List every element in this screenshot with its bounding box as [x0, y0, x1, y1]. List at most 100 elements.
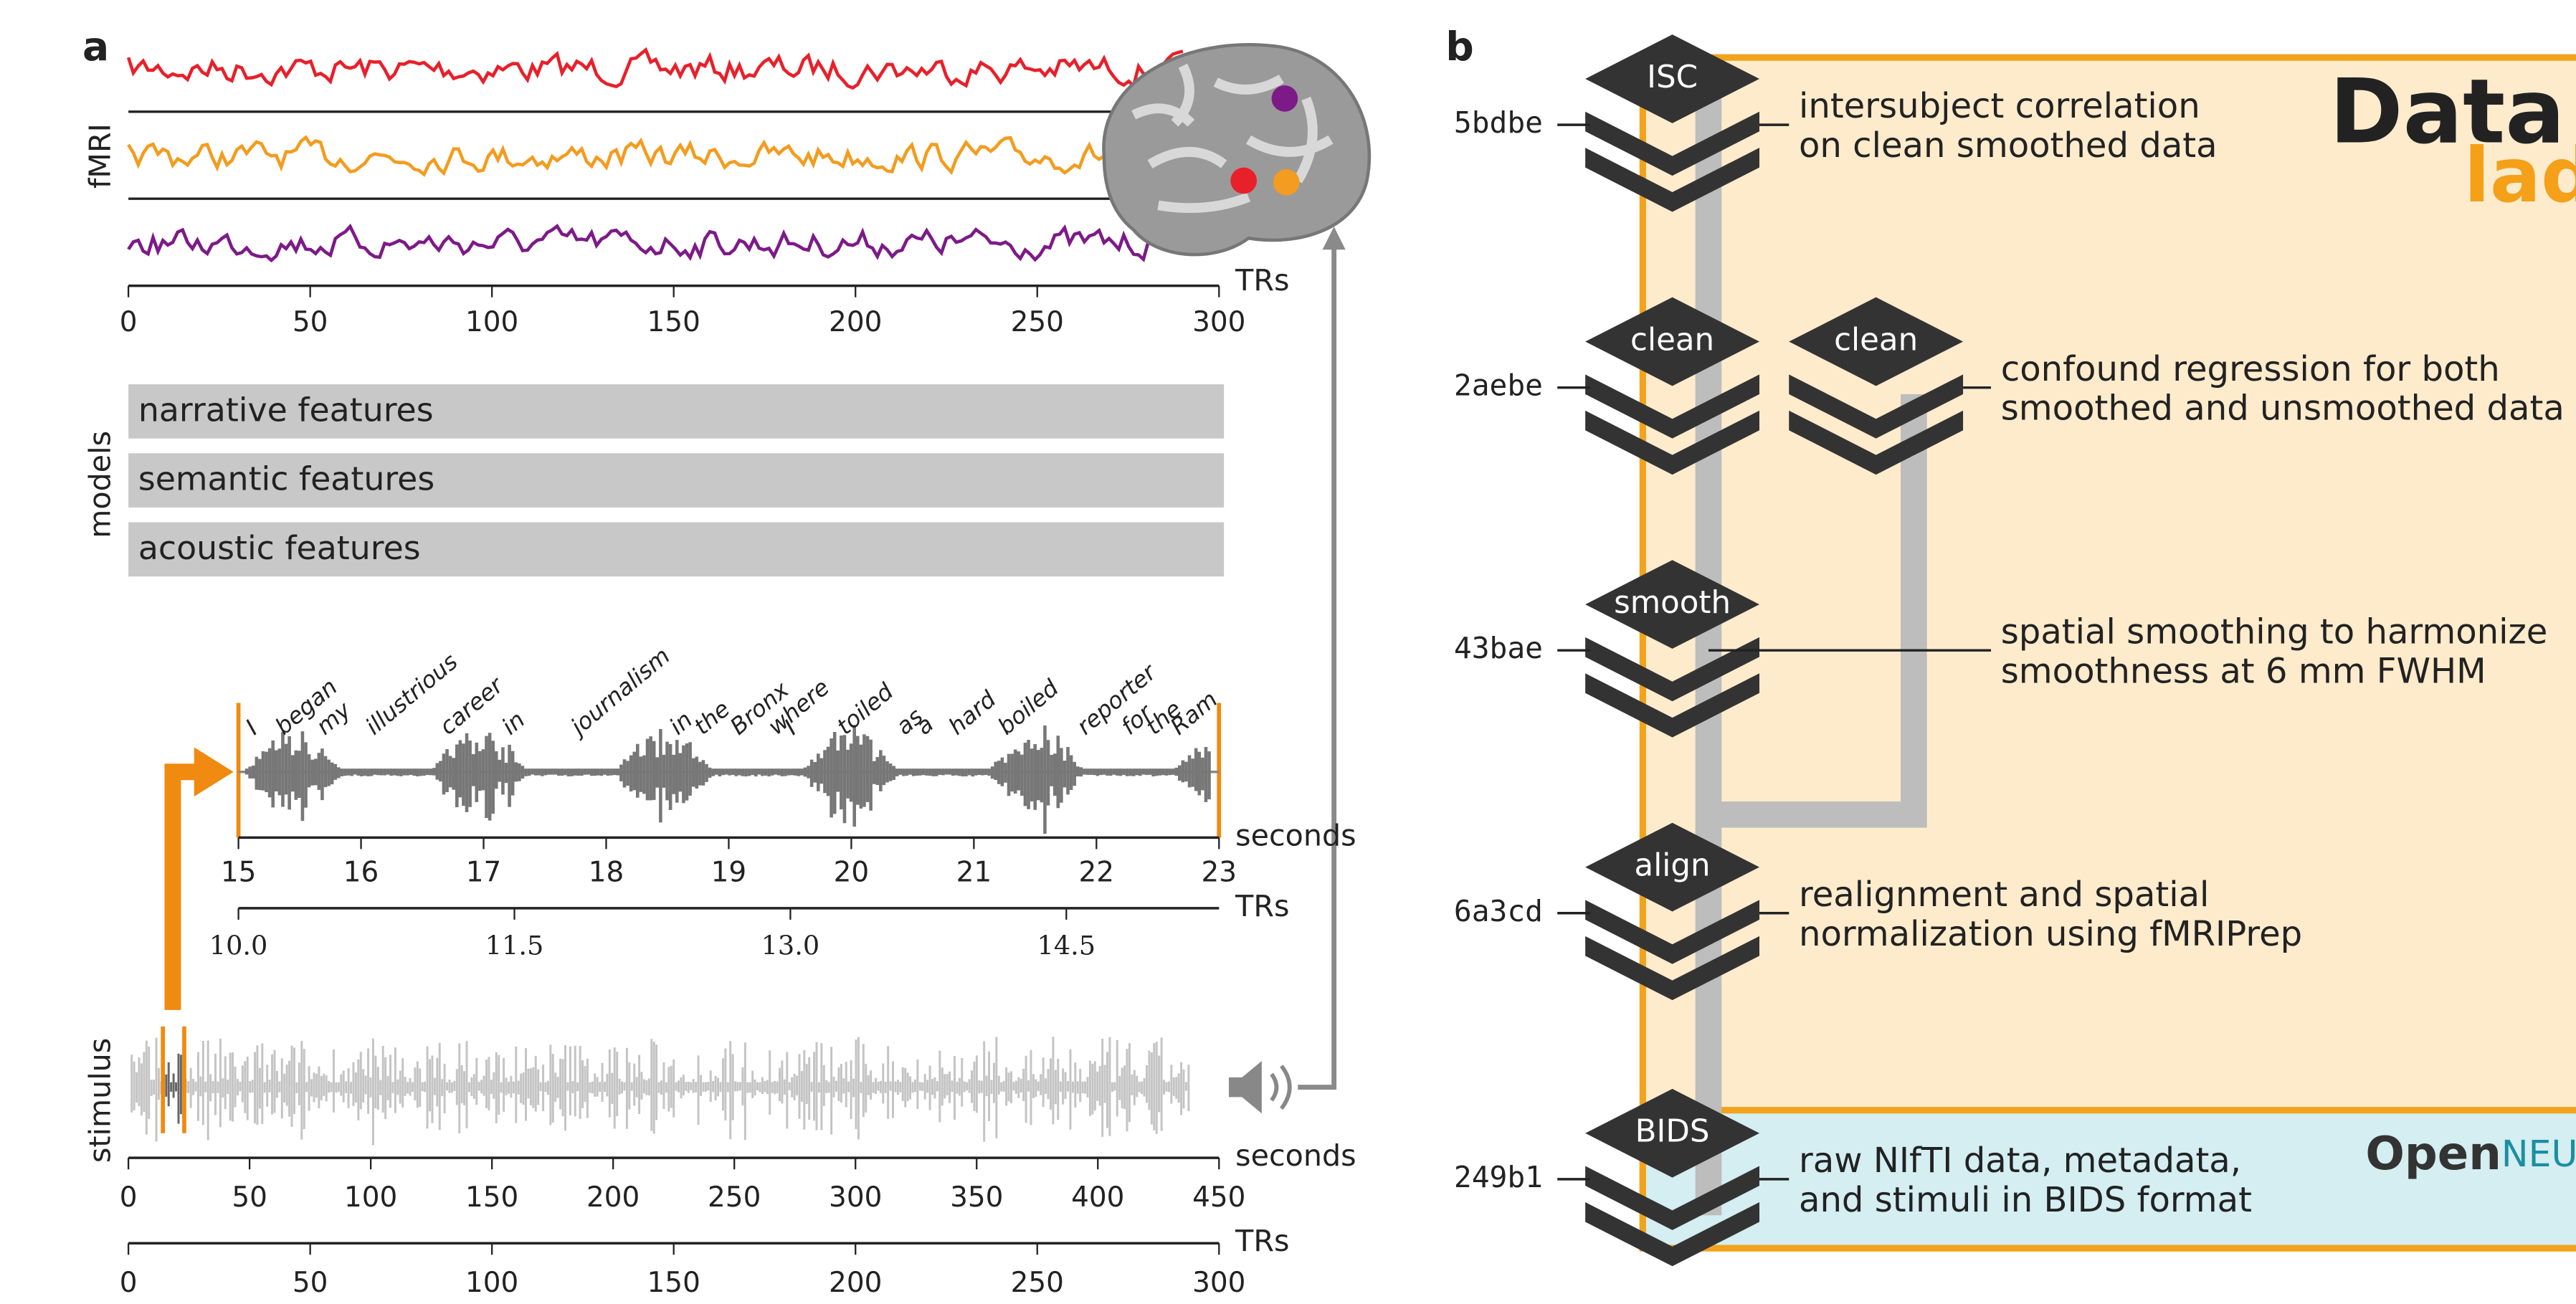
node: [1585, 34, 1759, 123]
speaker: [1229, 1060, 1292, 1114]
x-tick-label: 0: [120, 306, 138, 338]
word: hard: [944, 685, 1002, 741]
node: [1585, 1088, 1759, 1178]
feature-bar: [128, 522, 1225, 577]
chevron: [1585, 148, 1759, 212]
x-tick-label: 23: [1202, 856, 1237, 888]
description: spatial smoothing to harmonize: [2001, 611, 2548, 652]
logo: Data: [2329, 61, 2565, 164]
word: journalism: [564, 642, 675, 743]
x-tick-label: 200: [829, 1267, 882, 1299]
hash: 2aebe: [1454, 368, 1543, 403]
x-tick-label: 50: [293, 306, 328, 338]
openneuro-box: [1639, 1107, 2576, 1252]
x-tick-label: 10.0: [209, 930, 268, 961]
x-tick-label: 250: [1011, 1267, 1064, 1299]
x-tick-label: 18: [589, 856, 624, 888]
logo: lad: [2464, 131, 2576, 219]
x-tick-label: 0: [120, 1267, 138, 1299]
x-tick-label: 22: [1079, 856, 1115, 888]
x-tick-label: 450: [1192, 1181, 1245, 1214]
description: realignment and spatial: [1799, 875, 2209, 915]
chevron: [1585, 637, 1759, 702]
chevron: [1789, 410, 1964, 475]
node-label: BIDS: [1635, 1114, 1710, 1150]
hash: 43bae: [1454, 631, 1543, 665]
x-tick-label: 11.5: [485, 930, 544, 961]
x-tick-label: 100: [465, 306, 518, 338]
node-label: ISC: [1647, 60, 1698, 95]
node: [1585, 297, 1759, 386]
fmri-trace: [126, 47, 1184, 90]
fmri-trace: [127, 223, 1184, 263]
x-tick-label: 350: [950, 1181, 1003, 1214]
x-tick-label: 150: [647, 1267, 700, 1299]
x-tick-label: 15: [221, 856, 257, 888]
x-tick-label: 300: [829, 1181, 882, 1214]
node-label: align: [1635, 848, 1711, 884]
x-tick-label: 200: [586, 1181, 640, 1214]
x-tick-label: 50: [232, 1181, 267, 1214]
feature-label: acoustic features: [138, 528, 421, 567]
description: and stimuli in BIDS format: [1799, 1180, 2252, 1220]
chevron: [1585, 111, 1759, 176]
arrowhead: [1322, 227, 1346, 250]
x-tick-label: 21: [956, 856, 992, 888]
x-tick-label: 250: [1011, 306, 1064, 338]
x-tick-label: 150: [465, 1181, 518, 1214]
chevron: [1585, 936, 1759, 1001]
brain: [1102, 43, 1372, 257]
chevron: [1585, 900, 1759, 964]
zoom-arrow: [164, 763, 206, 1010]
axis-label: stimulus: [82, 1038, 117, 1163]
arrow: [1298, 246, 1337, 1090]
hash: 249b1: [1454, 1160, 1543, 1194]
feature-bar: [128, 384, 1225, 439]
pipes: [1695, 98, 1927, 1216]
fmri-trace: [127, 134, 1185, 177]
description: confound regression for both: [2001, 349, 2500, 389]
x-tick-label: 100: [344, 1181, 397, 1214]
x-tick-label: 100: [465, 1267, 518, 1299]
axis-label: TRs: [1235, 263, 1289, 298]
x-tick-label: 20: [834, 856, 870, 888]
logo-part: Open: [2365, 1126, 2501, 1180]
x-tick-label: 13.0: [761, 930, 820, 961]
x-tick-label: 16: [343, 856, 379, 888]
description: smoothness at 6 mm FWHM: [2001, 651, 2486, 691]
axis-label: seconds: [1235, 1138, 1356, 1173]
logo: OpenNEURO: [2365, 1126, 2576, 1180]
x-tick-label: 300: [1192, 1267, 1245, 1299]
node-label: clean: [1834, 323, 1918, 358]
word: in: [497, 706, 531, 741]
arrowhead: [194, 747, 234, 797]
description: intersubject correlation: [1799, 86, 2200, 126]
chevron: [1585, 1201, 1759, 1267]
x-tick-label: 0: [120, 1181, 138, 1214]
x-tick-label: 150: [647, 306, 700, 338]
x-tick-label: 300: [1192, 306, 1245, 338]
datalad-box: [1639, 54, 2576, 1252]
x-tick-label: 50: [293, 1267, 328, 1299]
node-label: clean: [1630, 323, 1714, 358]
axis-label: models: [82, 431, 117, 538]
feature-label: narrative features: [138, 391, 434, 429]
x-tick-label: 19: [711, 856, 747, 888]
feature-bar: [128, 453, 1225, 508]
chevron: [1585, 374, 1759, 439]
axis-label: TRs: [1235, 1224, 1289, 1258]
chevron: [1585, 1166, 1759, 1230]
axis-label: fMRI: [82, 123, 117, 189]
x-tick-label: 200: [829, 306, 882, 338]
node-label: smooth: [1614, 585, 1731, 621]
word: toiled: [832, 677, 899, 740]
node: [1585, 822, 1759, 912]
word: a: [911, 710, 938, 741]
word: boiled: [992, 674, 1064, 740]
hash: 5bdbe: [1454, 105, 1543, 140]
x-tick-label: 400: [1071, 1181, 1124, 1214]
axis-label: seconds: [1235, 818, 1356, 852]
chevron: [1789, 374, 1964, 439]
x-tick-label: 14.5: [1037, 930, 1096, 961]
